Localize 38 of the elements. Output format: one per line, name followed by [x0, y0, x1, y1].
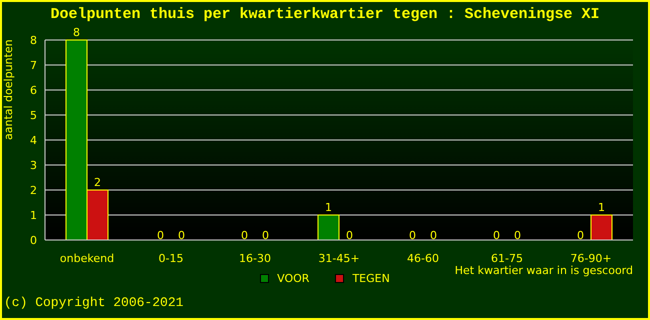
y-tick-label: 1 — [30, 208, 37, 222]
data-label: 1 — [325, 201, 332, 214]
chart-title: Doelpunten thuis per kwartierkwartier tegen : Scheveningse XI — [49, 6, 601, 23]
bar — [590, 214, 612, 240]
data-label: 0 — [514, 229, 521, 242]
x-tick-label: 16-30 — [239, 252, 271, 265]
data-label: 0 — [577, 229, 584, 242]
y-axis-title: aantal doelpunten — [2, 39, 15, 140]
x-tick-label: onbekend — [60, 252, 114, 265]
legend-label: TEGEN — [351, 272, 390, 285]
y-tick-label: 8 — [30, 34, 37, 47]
data-label: 1 — [598, 201, 605, 214]
x-tick-label: 31-45+ — [318, 252, 360, 265]
y-tick-label: 4 — [30, 134, 37, 147]
data-label: 0 — [409, 229, 416, 242]
data-label: 0 — [346, 229, 353, 242]
data-label: 0 — [178, 229, 185, 242]
data-label: 0 — [241, 229, 248, 242]
y-tick-label: 7 — [30, 58, 37, 72]
bar — [318, 214, 340, 240]
y-tick-label: 2 — [30, 184, 37, 197]
y-tick-label: 0 — [30, 234, 37, 247]
data-label: 0 — [430, 229, 437, 242]
data-label: 2 — [94, 176, 101, 189]
x-tick-label: 61-75 — [491, 252, 523, 265]
y-tick-label: 3 — [30, 158, 37, 172]
x-tick-label: 76-90+ — [570, 252, 612, 265]
data-label: 0 — [157, 229, 164, 242]
x-tick-label: 0-15 — [158, 252, 184, 265]
data-label: 0 — [262, 229, 269, 242]
data-label: 0 — [493, 229, 500, 242]
y-tick-label: 6 — [30, 84, 37, 97]
data-label: 8 — [73, 26, 80, 39]
text: (c) Copyright 2006-2021 — [4, 295, 184, 310]
y-tick-label: 5 — [30, 108, 37, 122]
x-tick-label: 46-60 — [407, 252, 439, 265]
x-axis-title: Het kwartier waar in is gescoord — [454, 264, 633, 277]
legend-label: VOOR — [276, 272, 310, 285]
